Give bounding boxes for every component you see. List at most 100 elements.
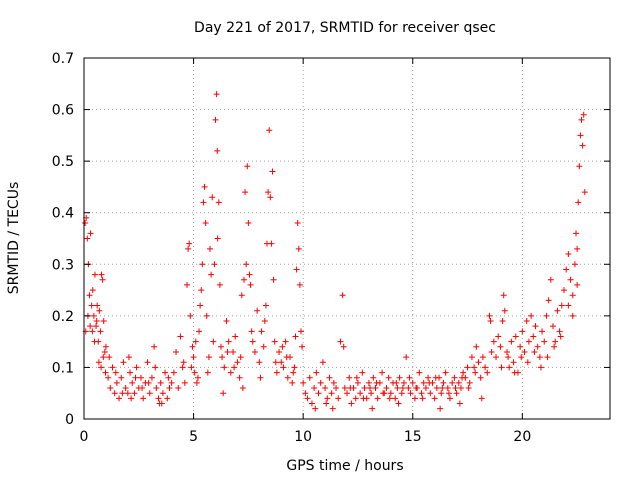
data-point <box>201 183 208 190</box>
data-point <box>173 348 180 355</box>
y-tick-label: 0.4 <box>52 206 74 222</box>
data-point <box>119 390 126 397</box>
data-point <box>567 276 574 283</box>
data-point <box>519 328 526 335</box>
data-point <box>543 312 550 319</box>
data-point <box>254 307 261 314</box>
data-point <box>557 333 564 340</box>
data-point <box>120 359 127 366</box>
data-point <box>419 395 426 402</box>
x-axis-label: GPS time / hours <box>286 458 403 474</box>
data-point <box>257 374 264 381</box>
data-point <box>282 338 289 345</box>
data-point <box>237 354 244 361</box>
data-point <box>88 302 95 309</box>
data-point <box>488 348 495 355</box>
data-point <box>210 338 217 345</box>
data-point <box>512 333 519 340</box>
data-point <box>181 379 188 386</box>
data-point <box>157 379 164 386</box>
data-point <box>256 359 263 366</box>
data-point <box>258 328 265 335</box>
data-point <box>159 390 166 397</box>
data-point <box>386 395 393 402</box>
data-point <box>449 379 456 386</box>
data-point <box>534 343 541 350</box>
data-point <box>179 364 186 371</box>
data-point <box>168 379 175 386</box>
data-point <box>487 318 494 325</box>
data-point <box>91 338 98 345</box>
data-point <box>374 395 381 402</box>
data-point <box>537 364 544 371</box>
data-point <box>267 194 274 201</box>
data-point <box>203 312 210 319</box>
data-point <box>523 318 530 325</box>
data-point <box>505 354 512 361</box>
data-point <box>517 343 524 350</box>
data-point <box>236 374 243 381</box>
data-point <box>392 395 399 402</box>
data-point <box>347 385 354 392</box>
data-point <box>306 374 313 381</box>
data-point <box>352 395 359 402</box>
data-point <box>550 323 557 330</box>
data-point <box>432 374 439 381</box>
data-point <box>346 374 353 381</box>
data-point <box>576 163 583 170</box>
data-point <box>525 338 532 345</box>
data-point <box>340 343 347 350</box>
data-point <box>477 374 484 381</box>
y-axis-label: SRMTID / TECUs <box>6 182 22 295</box>
data-point <box>472 369 479 376</box>
data-point <box>478 395 485 402</box>
data-point <box>329 405 336 412</box>
data-point <box>365 379 372 386</box>
data-point <box>284 374 291 381</box>
data-point <box>239 385 246 392</box>
data-point <box>536 354 543 361</box>
x-tick-label: 5 <box>189 429 198 445</box>
data-point <box>98 271 105 278</box>
data-point <box>324 395 331 402</box>
data-point <box>271 338 278 345</box>
data-point <box>328 390 335 397</box>
data-point <box>102 343 109 350</box>
data-point <box>511 369 518 376</box>
data-point <box>292 333 299 340</box>
data-point <box>251 348 258 355</box>
data-point <box>486 312 493 319</box>
data-point <box>240 276 247 283</box>
data-point <box>128 395 135 402</box>
data-point <box>213 91 220 98</box>
data-point <box>466 379 473 386</box>
data-point <box>500 292 507 299</box>
data-point <box>100 354 107 361</box>
data-point <box>247 281 254 288</box>
data-point <box>223 318 230 325</box>
data-point <box>552 338 559 345</box>
data-point <box>194 374 201 381</box>
y-tick-label: 0.6 <box>52 103 74 119</box>
y-tick-label: 0.2 <box>52 309 74 325</box>
data-point <box>132 374 139 381</box>
data-point <box>409 379 416 386</box>
data-point <box>208 271 215 278</box>
data-point <box>554 307 561 314</box>
data-point <box>482 364 489 371</box>
data-point <box>191 369 198 376</box>
data-point <box>433 385 440 392</box>
data-point <box>495 333 502 340</box>
chart-title: Day 221 of 2017, SRMTID for receiver qse… <box>194 20 496 36</box>
data-point <box>484 369 491 376</box>
data-point <box>445 390 452 397</box>
data-point <box>447 395 454 402</box>
data-point <box>116 395 123 402</box>
data-point <box>244 163 251 170</box>
data-point <box>269 168 276 175</box>
y-tick-label: 0.7 <box>52 51 74 67</box>
data-point <box>186 240 193 247</box>
data-point <box>451 374 458 381</box>
data-point <box>422 385 429 392</box>
data-point <box>369 405 376 412</box>
